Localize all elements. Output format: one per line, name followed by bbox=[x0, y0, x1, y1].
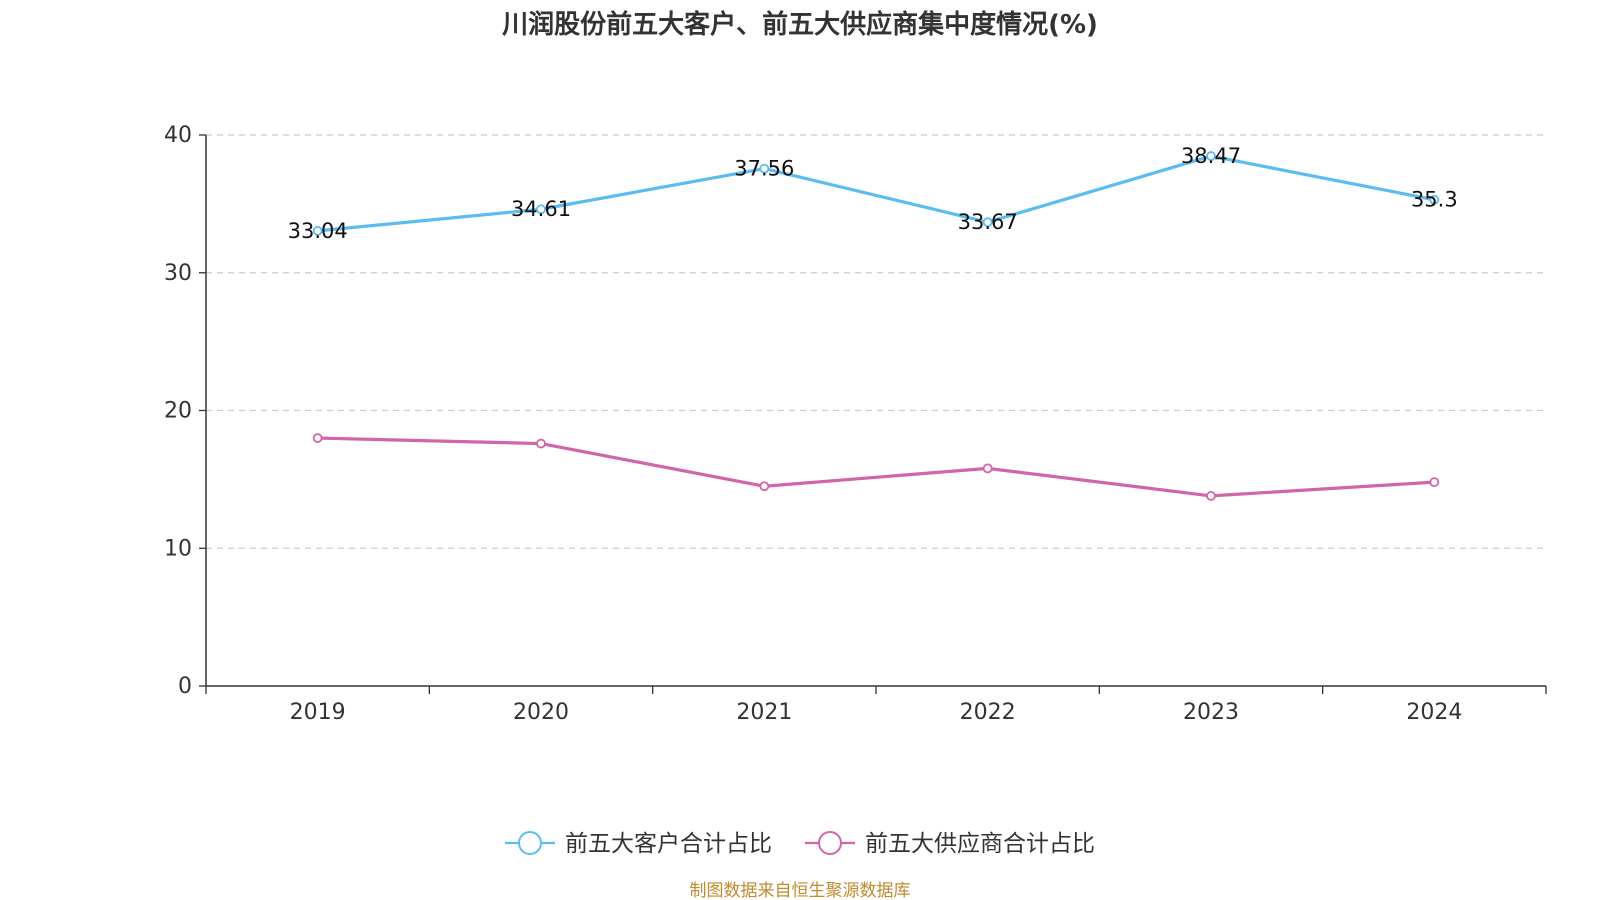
legend-label: 前五大客户合计占比 bbox=[565, 831, 772, 857]
data-point bbox=[1206, 491, 1216, 501]
y-tick-label: 0 bbox=[178, 674, 192, 699]
legend-marker bbox=[818, 831, 842, 855]
x-tick-label: 2019 bbox=[290, 700, 346, 725]
x-tick-label: 2021 bbox=[736, 700, 792, 725]
data-point bbox=[312, 433, 323, 443]
y-tick-label: 30 bbox=[164, 261, 192, 286]
data-point bbox=[536, 438, 546, 449]
grid-lines bbox=[206, 134, 1546, 549]
series-line-1 bbox=[317, 154, 1435, 233]
chart-title: 川润股份前五大客户、前五大供应商集中度情况(%) bbox=[502, 9, 1098, 40]
legend-label: 前五大供应商合计占比 bbox=[865, 831, 1095, 857]
data-point bbox=[1429, 477, 1440, 488]
x-tick-label: 2024 bbox=[1406, 700, 1462, 725]
data-point bbox=[759, 163, 770, 174]
axes: 0 10 20 30 40 2019 2020 2021 2022 2023 2024 bbox=[164, 123, 1547, 725]
x-tick-label: 2020 bbox=[513, 700, 569, 725]
data-label: 33.67 bbox=[958, 210, 1018, 234]
legend-marker bbox=[518, 831, 542, 855]
data-label: 38.47 bbox=[1181, 144, 1241, 168]
data-point bbox=[982, 463, 993, 474]
y-tick-label: 10 bbox=[164, 536, 192, 561]
x-tick-label: 2022 bbox=[960, 700, 1016, 725]
y-tick-label: 40 bbox=[164, 123, 192, 148]
data-label: 35.3 bbox=[1411, 188, 1458, 212]
data-label: 37.56 bbox=[734, 157, 794, 181]
x-tick-label: 2023 bbox=[1183, 700, 1239, 725]
data-point bbox=[536, 204, 546, 215]
source-note: 制图数据来自恒生聚源数据库 bbox=[690, 881, 911, 900]
series-lines bbox=[312, 151, 1440, 501]
data-label: 34.61 bbox=[511, 197, 571, 221]
data-point bbox=[312, 225, 323, 236]
data-point bbox=[1429, 194, 1440, 205]
y-tick-label: 20 bbox=[164, 399, 192, 424]
data-label: 33.04 bbox=[288, 219, 348, 243]
data-point bbox=[759, 481, 770, 492]
legend: 前五大客户合计占比 前五大供应商合计占比 bbox=[505, 831, 1095, 857]
data-point bbox=[1206, 151, 1216, 161]
series-line-2 bbox=[317, 436, 1435, 498]
data-point bbox=[982, 217, 993, 228]
data-labels: 33.04 34.61 37.56 33.67 38.47 35.3 bbox=[288, 144, 1458, 243]
